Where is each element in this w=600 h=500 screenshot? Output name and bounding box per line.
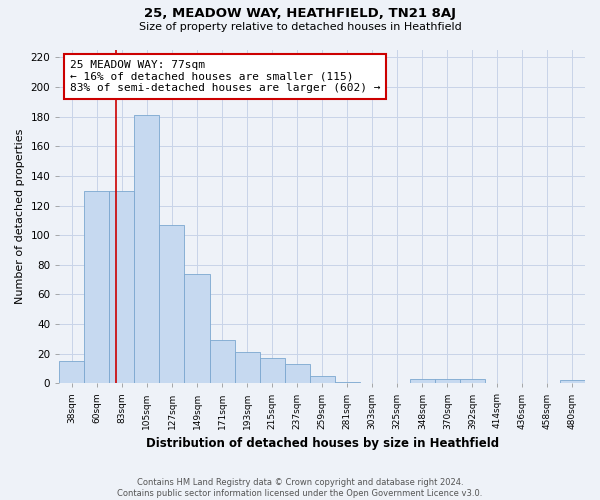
Bar: [235, 352, 260, 384]
Bar: [134, 115, 160, 384]
X-axis label: Distribution of detached houses by size in Heathfield: Distribution of detached houses by size …: [146, 437, 499, 450]
Bar: [410, 379, 435, 384]
Text: Contains HM Land Registry data © Crown copyright and database right 2024.
Contai: Contains HM Land Registry data © Crown c…: [118, 478, 482, 498]
Bar: [284, 364, 310, 384]
Bar: [209, 340, 235, 384]
Bar: [184, 274, 209, 384]
Bar: [560, 380, 585, 384]
Bar: [160, 225, 184, 384]
Bar: [260, 358, 284, 384]
Bar: [59, 361, 85, 384]
Text: Size of property relative to detached houses in Heathfield: Size of property relative to detached ho…: [139, 22, 461, 32]
Bar: [85, 190, 109, 384]
Bar: [335, 382, 360, 384]
Bar: [460, 379, 485, 384]
Text: 25, MEADOW WAY, HEATHFIELD, TN21 8AJ: 25, MEADOW WAY, HEATHFIELD, TN21 8AJ: [144, 8, 456, 20]
Bar: [310, 376, 335, 384]
Y-axis label: Number of detached properties: Number of detached properties: [15, 129, 25, 304]
Bar: [109, 190, 134, 384]
Bar: [435, 379, 460, 384]
Text: 25 MEADOW WAY: 77sqm
← 16% of detached houses are smaller (115)
83% of semi-deta: 25 MEADOW WAY: 77sqm ← 16% of detached h…: [70, 60, 380, 93]
